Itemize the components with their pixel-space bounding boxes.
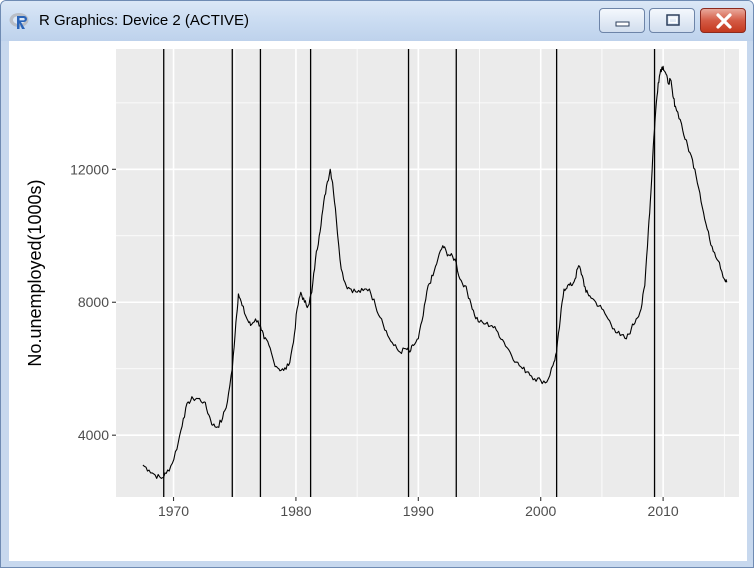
minor-gridlines [116, 49, 739, 497]
minimize-icon [615, 21, 630, 27]
series-line [142, 65, 728, 479]
x-axis-tick-labels: 1970 1980 1990 2000 2010 [158, 503, 679, 519]
axis-ticks [112, 168, 664, 501]
y-tick-label: 12000 [70, 161, 109, 177]
window-title: R Graphics: Device 2 (ACTIVE) [39, 12, 250, 29]
y-axis-label: No.unemployed(1000s) [25, 179, 45, 366]
x-tick-label: 1970 [158, 503, 189, 519]
title-bar[interactable]: R Graphics: Device 2 (ACTIVE) [1, 1, 753, 41]
y-tick-label: 4000 [78, 427, 109, 443]
x-tick-label: 2010 [648, 503, 679, 519]
minimize-button[interactable] [599, 8, 645, 33]
close-icon [716, 13, 732, 29]
chart: 1970 1980 1990 2000 2010 4000 8000 12000 No.un… [25, 49, 739, 519]
maximize-icon [666, 14, 680, 26]
plot-area: 1970 1980 1990 2000 2010 4000 8000 12000 No.un… [9, 41, 747, 561]
r-logo-icon [9, 13, 29, 29]
y-tick-label: 8000 [78, 294, 109, 310]
close-button[interactable] [700, 8, 746, 33]
x-tick-label: 2000 [525, 503, 556, 519]
major-gridlines [116, 49, 739, 497]
y-axis-tick-labels: 4000 8000 12000 [70, 161, 109, 443]
x-tick-label: 1980 [280, 503, 311, 519]
maximize-button[interactable] [649, 8, 695, 33]
x-tick-label: 1990 [403, 503, 434, 519]
